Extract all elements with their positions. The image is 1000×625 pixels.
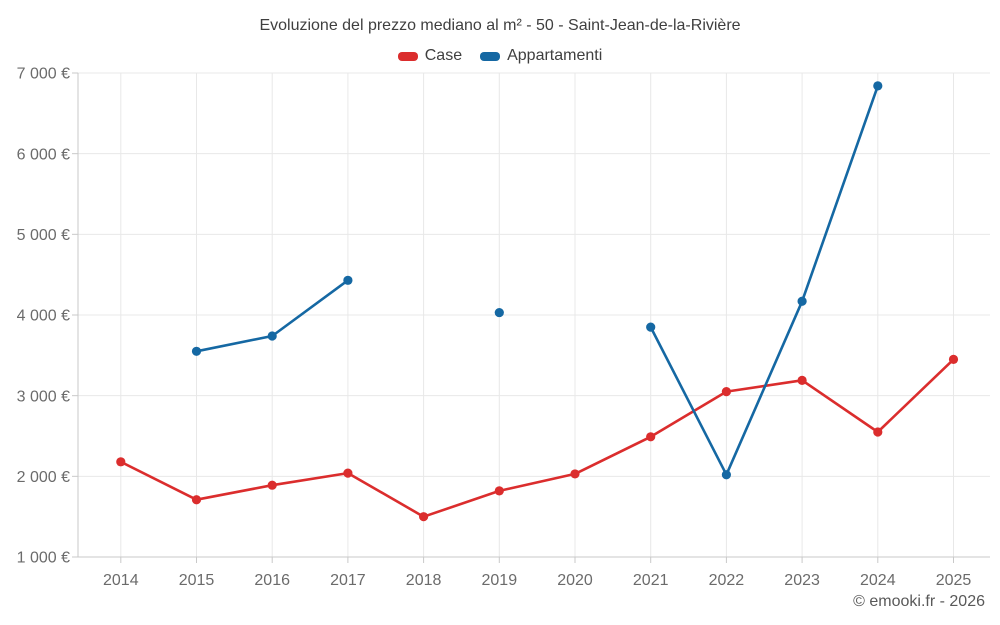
x-tick-label: 2017 bbox=[330, 572, 366, 589]
series-line-case bbox=[119, 358, 955, 518]
x-tick-label: 2021 bbox=[633, 572, 669, 589]
point-case-2020[interactable] bbox=[570, 469, 580, 479]
point-case-2018[interactable] bbox=[419, 512, 429, 522]
x-tick-label: 2014 bbox=[103, 572, 139, 589]
point-case-2016[interactable] bbox=[267, 480, 277, 490]
y-tick-label: 6 000 € bbox=[17, 146, 70, 163]
point-appartamenti-2021[interactable] bbox=[646, 322, 656, 332]
legend-item-case[interactable]: Case bbox=[397, 47, 463, 65]
point-case-2015[interactable] bbox=[191, 495, 202, 505]
x-tick-label: 2018 bbox=[406, 572, 442, 589]
point-appartamenti-2015[interactable] bbox=[191, 346, 202, 356]
chart-legend: Case Appartamenti bbox=[0, 47, 1000, 65]
y-tick-label: 2 000 € bbox=[17, 469, 70, 486]
point-appartamenti-2023[interactable] bbox=[797, 296, 807, 306]
point-appartamenti-2016[interactable] bbox=[267, 331, 277, 341]
x-tick-label: 2020 bbox=[557, 572, 593, 589]
legend-swatch-appartamenti bbox=[480, 51, 501, 61]
y-tick-label: 1 000 € bbox=[17, 550, 70, 567]
legend-label: Appartamenti bbox=[507, 47, 603, 64]
x-tick-label: 2022 bbox=[709, 572, 745, 589]
point-case-2019[interactable] bbox=[494, 486, 504, 496]
point-case-2024[interactable] bbox=[873, 427, 883, 437]
y-tick-label: 3 000 € bbox=[17, 388, 70, 405]
chart-title: Evoluzione del prezzo mediano al m² - 50… bbox=[259, 17, 741, 34]
watermark: © emooki.fr - 2026 bbox=[853, 593, 985, 610]
point-case-2025[interactable] bbox=[948, 354, 959, 364]
x-tick-label: 2015 bbox=[179, 572, 215, 589]
y-tick-label: 7 000 € bbox=[17, 66, 70, 83]
point-appartamenti-2024[interactable] bbox=[873, 81, 883, 91]
y-tick-label: 5 000 € bbox=[17, 227, 70, 244]
series-line-appartamenti bbox=[649, 84, 880, 476]
point-appartamenti-2017[interactable] bbox=[343, 275, 353, 285]
x-tick-label: 2025 bbox=[936, 572, 972, 589]
point-case-2017[interactable] bbox=[343, 468, 353, 478]
point-case-2021[interactable] bbox=[646, 432, 656, 442]
point-appartamenti-2019[interactable] bbox=[494, 307, 504, 318]
legend-label: Case bbox=[424, 47, 463, 64]
legend-item-appartamenti[interactable]: Appartamenti bbox=[480, 47, 602, 65]
point-case-2023[interactable] bbox=[797, 375, 807, 385]
point-appartamenti-2022[interactable] bbox=[721, 470, 732, 480]
point-case-2014[interactable] bbox=[116, 457, 126, 467]
x-tick-label: 2016 bbox=[254, 572, 290, 589]
x-tick-label: 2019 bbox=[482, 572, 518, 589]
point-case-2022[interactable] bbox=[721, 387, 732, 397]
x-tick-label: 2024 bbox=[860, 572, 896, 589]
legend-swatch-case bbox=[397, 51, 418, 61]
x-tick-label: 2023 bbox=[784, 572, 820, 589]
y-tick-label: 4 000 € bbox=[17, 308, 70, 325]
